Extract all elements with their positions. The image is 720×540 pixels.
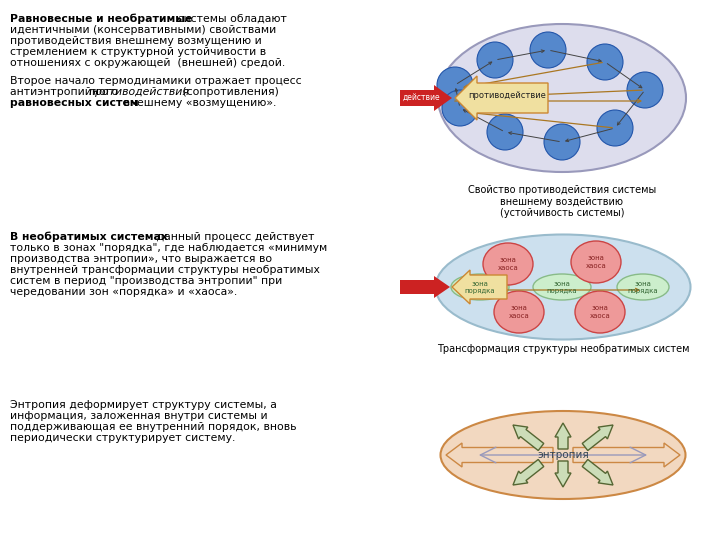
FancyArrow shape [582,425,613,450]
Text: чередовании зон «порядка» и «хаоса».: чередовании зон «порядка» и «хаоса». [10,287,238,297]
FancyArrow shape [582,460,613,485]
Ellipse shape [483,243,533,285]
Text: периодически структурирует систему.: периодически структурирует систему. [10,433,235,443]
Ellipse shape [533,274,591,300]
FancyArrow shape [400,276,450,298]
Text: системы обладают: системы обладают [174,14,287,24]
Text: равновесных систем: равновесных систем [10,98,139,108]
Text: систем в период "производства энтропии" при: систем в период "производства энтропии" … [10,276,282,286]
Text: противодействия внешнему возмущению и: противодействия внешнему возмущению и [10,36,262,46]
Text: внешнему «возмущению».: внешнему «возмущению». [120,98,276,108]
Text: противодействие: противодействие [468,91,546,99]
FancyArrow shape [446,443,553,467]
Circle shape [544,124,580,160]
Circle shape [487,114,523,150]
Circle shape [442,90,478,126]
Text: зона
порядка: зона порядка [628,280,658,294]
Text: зона
хаоса: зона хаоса [585,255,606,268]
Text: информация, заложенная внутри системы и: информация, заложенная внутри системы и [10,411,268,421]
Text: противодействия: противодействия [89,87,190,97]
Circle shape [530,32,566,68]
Text: внутренней трансформации структуры необратимых: внутренней трансформации структуры необр… [10,265,320,275]
Text: зона
хаоса: зона хаоса [498,258,518,271]
Circle shape [587,44,623,80]
FancyArrow shape [555,423,571,449]
Text: зона
порядка: зона порядка [464,280,495,294]
Circle shape [597,110,633,146]
Text: идентичными (консервативными) свойствами: идентичными (консервативными) свойствами [10,25,276,35]
Text: В необратимых системах: В необратимых системах [10,232,168,242]
Ellipse shape [451,274,509,300]
Text: Равновесные и необратимые: Равновесные и необратимые [10,14,192,24]
Text: Трансформация структуры необратимых систем: Трансформация структуры необратимых сист… [437,344,689,354]
Text: Энтропия деформирует структуру системы, а: Энтропия деформирует структуру системы, … [10,400,277,410]
Text: данный процесс действует: данный процесс действует [153,232,315,242]
Ellipse shape [617,274,669,300]
FancyArrow shape [513,425,544,450]
FancyArrow shape [452,270,507,304]
Text: зона
хаоса: зона хаоса [590,306,611,319]
Ellipse shape [571,241,621,283]
Text: энтропия: энтропия [537,450,589,460]
Ellipse shape [494,291,544,333]
Text: только в зонах "порядка", где наблюдается «минимум: только в зонах "порядка", где наблюдаетс… [10,243,328,253]
Text: Второе начало термодинамики отражает процесс: Второе начало термодинамики отражает про… [10,76,302,86]
Text: производства энтропии», что выражается во: производства энтропии», что выражается в… [10,254,272,264]
Ellipse shape [438,24,686,172]
Text: (сопротивления): (сопротивления) [179,87,279,97]
Ellipse shape [441,411,685,499]
Ellipse shape [575,291,625,333]
Text: зона
хаоса: зона хаоса [508,306,529,319]
Ellipse shape [436,234,690,340]
Text: отношениях с окружающей  (внешней) средой.: отношениях с окружающей (внешней) средой… [10,58,285,68]
Circle shape [627,72,663,108]
FancyArrow shape [400,85,452,111]
FancyArrow shape [513,460,544,485]
FancyArrow shape [555,461,571,487]
Text: стремлением к структурной устойчивости в: стремлением к структурной устойчивости в [10,47,266,57]
Text: антиэнтропийного: антиэнтропийного [10,87,122,97]
Text: зона
порядка: зона порядка [546,280,577,294]
Circle shape [437,67,473,103]
FancyArrow shape [455,76,548,120]
Circle shape [477,42,513,78]
Text: Свойство противодействия системы
внешнему воздействию
(устойчивость системы): Свойство противодействия системы внешнем… [468,185,656,218]
Text: поддерживающая ее внутренний порядок, вновь: поддерживающая ее внутренний порядок, вн… [10,422,297,432]
FancyArrow shape [573,443,680,467]
Text: действие: действие [403,93,441,102]
FancyArrowPatch shape [480,447,646,463]
